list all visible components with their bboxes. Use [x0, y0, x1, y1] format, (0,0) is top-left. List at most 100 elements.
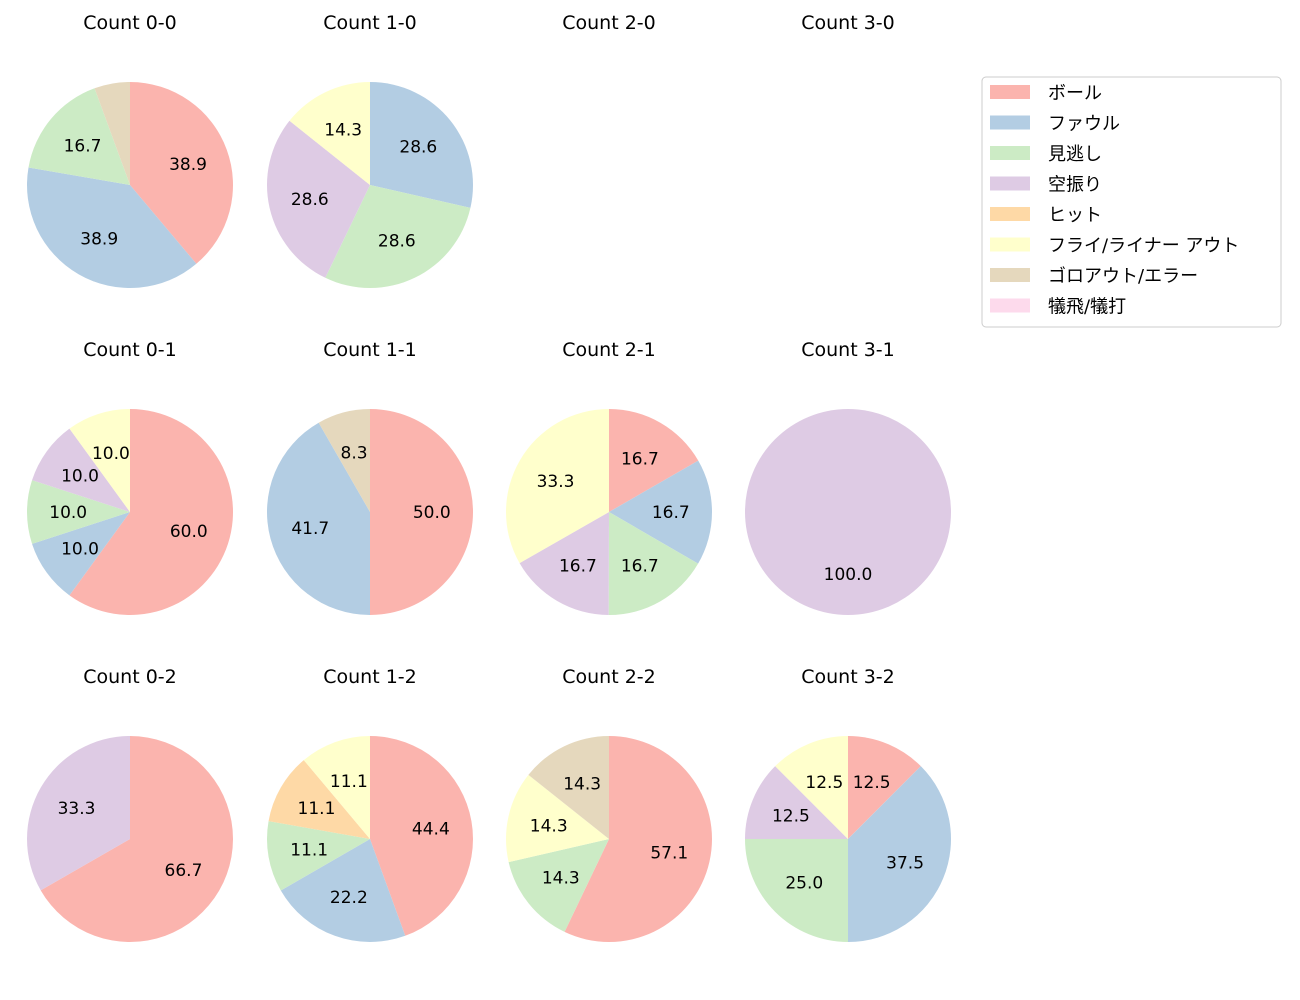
subplot-title: Count 0-1: [83, 339, 177, 361]
slice-label: 12.5: [853, 773, 891, 793]
pie-slice: [28, 88, 130, 185]
legend-label: ゴロアウト/エラー: [1048, 266, 1198, 287]
pie-subplot: Count 2-2 57.1 14.3 14.3 14.3: [505, 666, 712, 942]
pie-subplot: Count 0-0 38.9 38.9 16.7: [26, 12, 233, 288]
slice-label: 12.5: [772, 806, 810, 826]
pie-slice: [370, 409, 473, 615]
slice-label: 33.3: [58, 799, 96, 819]
legend-label: ヒット: [1048, 205, 1102, 226]
pie-slice: [267, 422, 370, 615]
pie-subplot: Count 1-0 28.6 28.6 28.6 14.3: [267, 12, 473, 289]
slice-label: 10.0: [61, 467, 99, 487]
legend-swatch: [990, 146, 1030, 160]
legend-label: ファウル: [1048, 114, 1120, 135]
pie-slice: [318, 409, 370, 512]
slice-label: 28.6: [399, 137, 437, 157]
slice-label: 10.0: [49, 503, 87, 523]
slice-label: 16.7: [652, 503, 690, 523]
pie-slice: [268, 760, 370, 839]
pie-slice: [94, 82, 130, 185]
subplot-title: Count 3-1: [801, 339, 895, 361]
subplot-title: Count 1-0: [323, 12, 417, 34]
slice-label: 38.9: [80, 230, 118, 250]
pie-slice: [775, 736, 848, 839]
pie-slice: [289, 82, 370, 185]
pie-slice: [325, 185, 471, 289]
legend-swatch: [990, 176, 1030, 191]
subplot-title: Count 0-2: [83, 666, 177, 688]
pie-slice: [32, 512, 130, 596]
subplot-title: Count 2-1: [562, 339, 656, 361]
legend-label: フライ/ライナー アウト: [1048, 236, 1239, 257]
pie-slice: [608, 512, 699, 616]
slice-label: 10.0: [61, 539, 99, 559]
slice-label: 16.7: [64, 136, 102, 156]
slice-label: 16.7: [621, 449, 659, 469]
legend-swatch: [990, 268, 1030, 282]
pie-slice: [609, 460, 712, 564]
slice-label: 16.7: [621, 557, 659, 577]
legend-swatch: [990, 237, 1030, 252]
slice-label: 14.3: [324, 120, 362, 140]
pie-slice: [370, 736, 473, 936]
slice-label: 50.0: [413, 503, 451, 523]
subplot-title: Count 3-0: [801, 12, 895, 34]
pie-slice: [519, 512, 609, 615]
pie-slice: [508, 839, 609, 932]
legend-swatch: [990, 207, 1030, 221]
subplot-title: Count 0-0: [83, 12, 177, 34]
slice-label: 37.5: [886, 854, 924, 874]
slice-label: 28.6: [291, 190, 329, 210]
pie-slice: [528, 736, 609, 839]
pie-slice: [32, 428, 130, 512]
legend-swatch: [990, 298, 1030, 313]
pie-slice: [27, 480, 130, 544]
pie-slice: [27, 736, 130, 891]
slice-label: 28.6: [378, 232, 416, 252]
slice-label: 10.0: [92, 444, 130, 464]
pie-slice: [745, 766, 848, 839]
slice-label: 8.3: [341, 443, 368, 463]
pie-slice: [69, 409, 130, 512]
slice-label: 14.3: [542, 869, 580, 889]
pie-slice: [130, 82, 233, 264]
subplot-title: Count 1-1: [323, 339, 417, 361]
pie-slice: [69, 409, 234, 616]
slice-label: 16.7: [559, 556, 597, 576]
slice-label: 33.3: [537, 472, 575, 492]
slice-label: 22.2: [330, 888, 368, 908]
pie-slice: [280, 839, 406, 942]
pie-slice: [745, 839, 848, 942]
slice-label: 11.1: [290, 841, 328, 861]
pie-subplot: Count 2-0: [562, 12, 656, 34]
pie-slice: [564, 736, 712, 942]
legend-label: 犠飛/犠打: [1048, 297, 1126, 318]
pie-subplot: Count 0-1 60.0 10.0 10.0 10.0 10.0: [27, 339, 234, 616]
legend-label: ボール: [1048, 83, 1102, 104]
slice-label: 14.3: [563, 774, 601, 794]
pie-slice: [267, 120, 370, 278]
legend-label: 空振り: [1048, 175, 1102, 196]
subplot-title: Count 1-2: [323, 666, 417, 688]
pie-subplot: Count 1-1 50.0 41.7 8.3: [267, 339, 473, 615]
pie-slice: [609, 409, 699, 512]
legend-swatch: [990, 115, 1030, 130]
slice-label: 57.1: [650, 844, 688, 864]
pie-slice: [40, 736, 234, 942]
legend-label: 見逃し: [1048, 144, 1102, 165]
pie-slice: [505, 774, 609, 863]
slice-label: 41.7: [291, 519, 329, 539]
pie-subplot: Count 1-2 44.4 22.2 11.1 11.1 11.1: [266, 666, 473, 942]
legend-swatch: [990, 85, 1030, 99]
pie-subplot: Count 3-2 12.5 37.5 25.0 12.5 12.5: [745, 666, 951, 942]
legend-frame: [981, 76, 1282, 328]
slice-label: 60.0: [170, 522, 208, 542]
pie-subplot: Count 0-2 66.7 33.3: [27, 666, 234, 942]
subplot-title: Count 3-2: [801, 666, 895, 688]
subplot-title: Count 2-0: [562, 12, 656, 34]
pie-slice: [303, 736, 370, 839]
pie-slice: [266, 821, 370, 891]
pie-slice: [848, 736, 921, 839]
